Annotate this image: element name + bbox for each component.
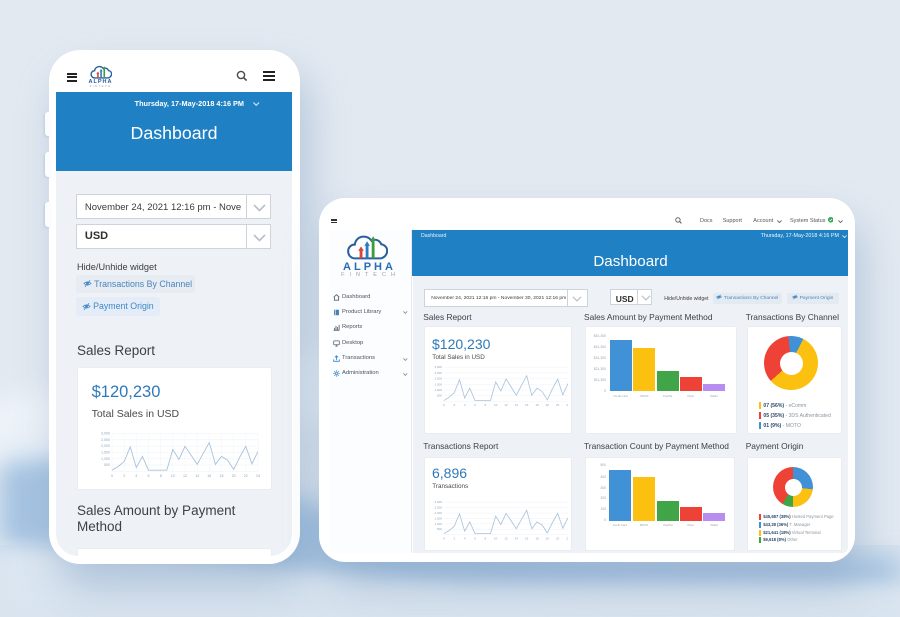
svg-text:2: 2: [123, 474, 125, 478]
svg-text:6: 6: [148, 474, 150, 478]
svg-text:4: 4: [464, 403, 466, 407]
svg-text:10: 10: [494, 536, 498, 540]
svg-text:1,500: 1,500: [101, 451, 110, 455]
svg-text:500: 500: [437, 394, 442, 398]
svg-text:16: 16: [207, 474, 211, 478]
svg-text:6: 6: [474, 536, 476, 540]
svg-text:2,000: 2,000: [434, 511, 442, 515]
svg-text:6: 6: [474, 403, 476, 407]
svg-text:0: 0: [111, 474, 113, 478]
svg-text:8: 8: [484, 536, 486, 540]
svg-text:24: 24: [566, 536, 568, 540]
svg-text:500: 500: [104, 463, 110, 467]
svg-text:500: 500: [437, 527, 442, 531]
svg-text:22: 22: [556, 536, 560, 540]
svg-text:12: 12: [504, 536, 508, 540]
svg-text:1,000: 1,000: [101, 457, 110, 461]
svg-text:1,500: 1,500: [434, 516, 442, 520]
svg-text:1,000: 1,000: [434, 388, 442, 392]
svg-text:4: 4: [464, 536, 466, 540]
svg-text:24: 24: [256, 474, 260, 478]
svg-text:8: 8: [160, 474, 162, 478]
svg-text:22: 22: [244, 474, 248, 478]
svg-text:24: 24: [566, 403, 568, 407]
svg-text:3,000: 3,000: [434, 501, 442, 504]
svg-text:14: 14: [515, 403, 519, 407]
svg-text:0: 0: [443, 536, 445, 540]
svg-text:14: 14: [515, 536, 519, 540]
svg-text:18: 18: [535, 536, 539, 540]
svg-text:0: 0: [443, 403, 445, 407]
svg-text:2,500: 2,500: [434, 506, 442, 510]
svg-text:16: 16: [525, 403, 529, 407]
svg-text:2,500: 2,500: [101, 438, 110, 442]
svg-text:2: 2: [453, 403, 455, 407]
svg-text:4: 4: [135, 474, 137, 478]
svg-text:1,000: 1,000: [434, 522, 442, 526]
svg-text:20: 20: [546, 403, 550, 407]
svg-text:18: 18: [535, 403, 539, 407]
svg-text:20: 20: [232, 474, 236, 478]
svg-text:14: 14: [195, 474, 199, 478]
svg-text:3,000: 3,000: [434, 366, 442, 369]
svg-text:3,000: 3,000: [101, 432, 110, 436]
svg-text:1,500: 1,500: [434, 382, 442, 386]
svg-text:12: 12: [183, 474, 187, 478]
svg-text:10: 10: [171, 474, 175, 478]
svg-text:10: 10: [494, 403, 498, 407]
svg-text:2,000: 2,000: [434, 377, 442, 381]
svg-text:22: 22: [556, 403, 560, 407]
svg-text:12: 12: [504, 403, 508, 407]
svg-text:20: 20: [546, 536, 550, 540]
svg-text:2: 2: [453, 536, 455, 540]
svg-text:18: 18: [220, 474, 224, 478]
svg-text:2,500: 2,500: [434, 371, 442, 375]
svg-text:16: 16: [525, 536, 529, 540]
svg-text:8: 8: [484, 403, 486, 407]
svg-text:2,000: 2,000: [101, 444, 110, 448]
